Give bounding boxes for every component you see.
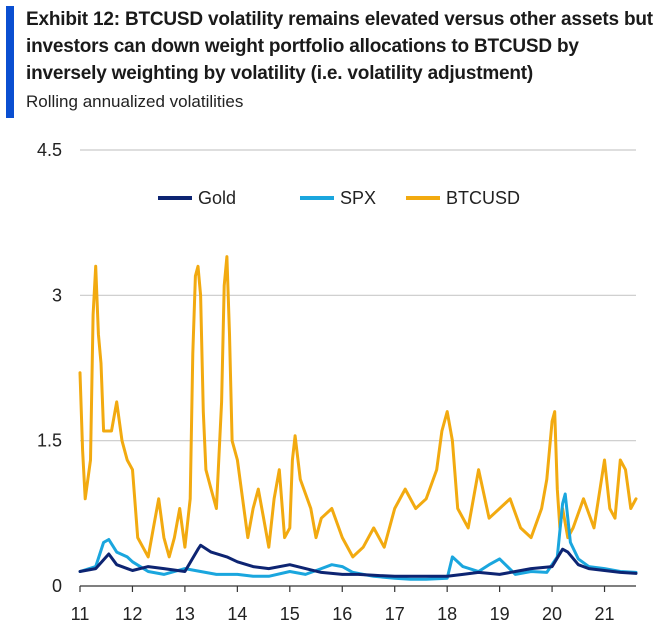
- y-tick-label: 3: [52, 285, 62, 305]
- y-axis-ticks: 0 1.5 3 4.5: [37, 140, 62, 596]
- x-tick-label: 14: [227, 604, 247, 624]
- legend-label-btcusd: BTCUSD: [446, 188, 520, 208]
- legend-label-spx: SPX: [340, 188, 376, 208]
- x-tick-label: 21: [595, 604, 615, 624]
- chart-subtitle: Rolling annualized volatilities: [26, 92, 244, 111]
- x-tick-label: 20: [542, 604, 562, 624]
- x-tick-label: 11: [71, 604, 90, 624]
- legend-label-gold: Gold: [198, 188, 236, 208]
- y-tick-label: 4.5: [37, 140, 62, 160]
- y-tick-label: 1.5: [37, 431, 62, 451]
- series-lines: [78, 255, 638, 581]
- x-tick-label: 18: [437, 604, 457, 624]
- x-tick-label: 12: [122, 604, 142, 624]
- x-tick-label: 16: [332, 604, 352, 624]
- x-tick-label: 17: [385, 604, 405, 624]
- y-tick-label: 0: [52, 576, 62, 596]
- x-axis-ticks: 11 12 13 14 15 16 17 18 19 20 21: [71, 586, 615, 624]
- x-tick-label: 19: [490, 604, 510, 624]
- accent-bar: [6, 6, 14, 118]
- chart-title: Exhibit 12: BTCUSD volatility remains el…: [26, 9, 653, 84]
- x-tick-label: 15: [280, 604, 300, 624]
- legend: Gold SPX BTCUSD: [158, 188, 520, 208]
- series-line-gold: [78, 543, 638, 578]
- gridlines: [80, 149, 636, 587]
- series-line-btcusd: [78, 255, 638, 559]
- x-tick-label: 13: [175, 604, 195, 624]
